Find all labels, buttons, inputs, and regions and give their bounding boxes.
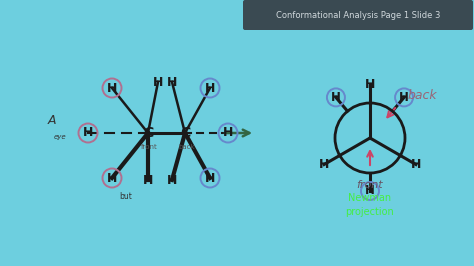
Text: front: front <box>357 180 383 190</box>
Text: but: but <box>119 192 132 201</box>
Text: H: H <box>365 185 375 197</box>
Text: H: H <box>365 78 375 92</box>
Text: C: C <box>180 126 190 140</box>
Text: front: front <box>141 144 157 150</box>
Text: H: H <box>205 172 215 185</box>
Text: H: H <box>107 172 117 185</box>
Text: H: H <box>410 158 421 171</box>
Text: A: A <box>48 114 56 127</box>
Text: H: H <box>399 91 409 104</box>
Text: back: back <box>407 89 437 102</box>
Text: eye: eye <box>54 134 66 140</box>
Text: H: H <box>107 81 117 94</box>
Text: Newman
projection: Newman projection <box>346 193 394 217</box>
Text: back: back <box>179 144 195 150</box>
Text: H: H <box>223 127 233 139</box>
Text: H: H <box>143 173 153 186</box>
Text: H: H <box>83 127 93 139</box>
Text: H: H <box>319 158 329 171</box>
Text: H: H <box>167 173 177 186</box>
Text: H: H <box>205 81 215 94</box>
Text: H: H <box>153 76 163 89</box>
Text: Conformational Analysis Page 1 Slide 3: Conformational Analysis Page 1 Slide 3 <box>276 10 440 19</box>
Text: H: H <box>167 76 177 89</box>
FancyBboxPatch shape <box>243 0 473 30</box>
Text: H: H <box>331 91 341 104</box>
Text: C: C <box>143 126 153 140</box>
